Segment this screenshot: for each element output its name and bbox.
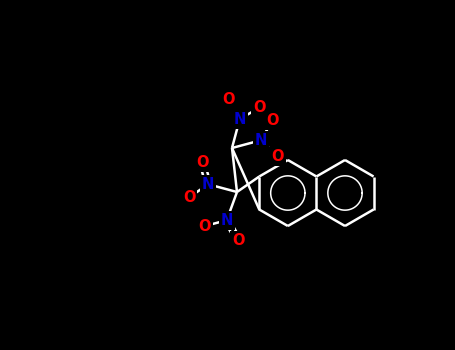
Text: O: O (253, 100, 266, 115)
Text: O: O (232, 233, 244, 247)
Text: O: O (222, 92, 234, 107)
Text: N: N (221, 213, 233, 228)
Text: N: N (202, 177, 214, 192)
Text: O: O (198, 219, 211, 234)
Text: O: O (271, 149, 283, 164)
Text: N: N (233, 112, 246, 126)
Text: O: O (183, 190, 196, 205)
Text: N: N (255, 133, 267, 148)
Text: O: O (266, 113, 279, 128)
Text: O: O (196, 154, 208, 169)
